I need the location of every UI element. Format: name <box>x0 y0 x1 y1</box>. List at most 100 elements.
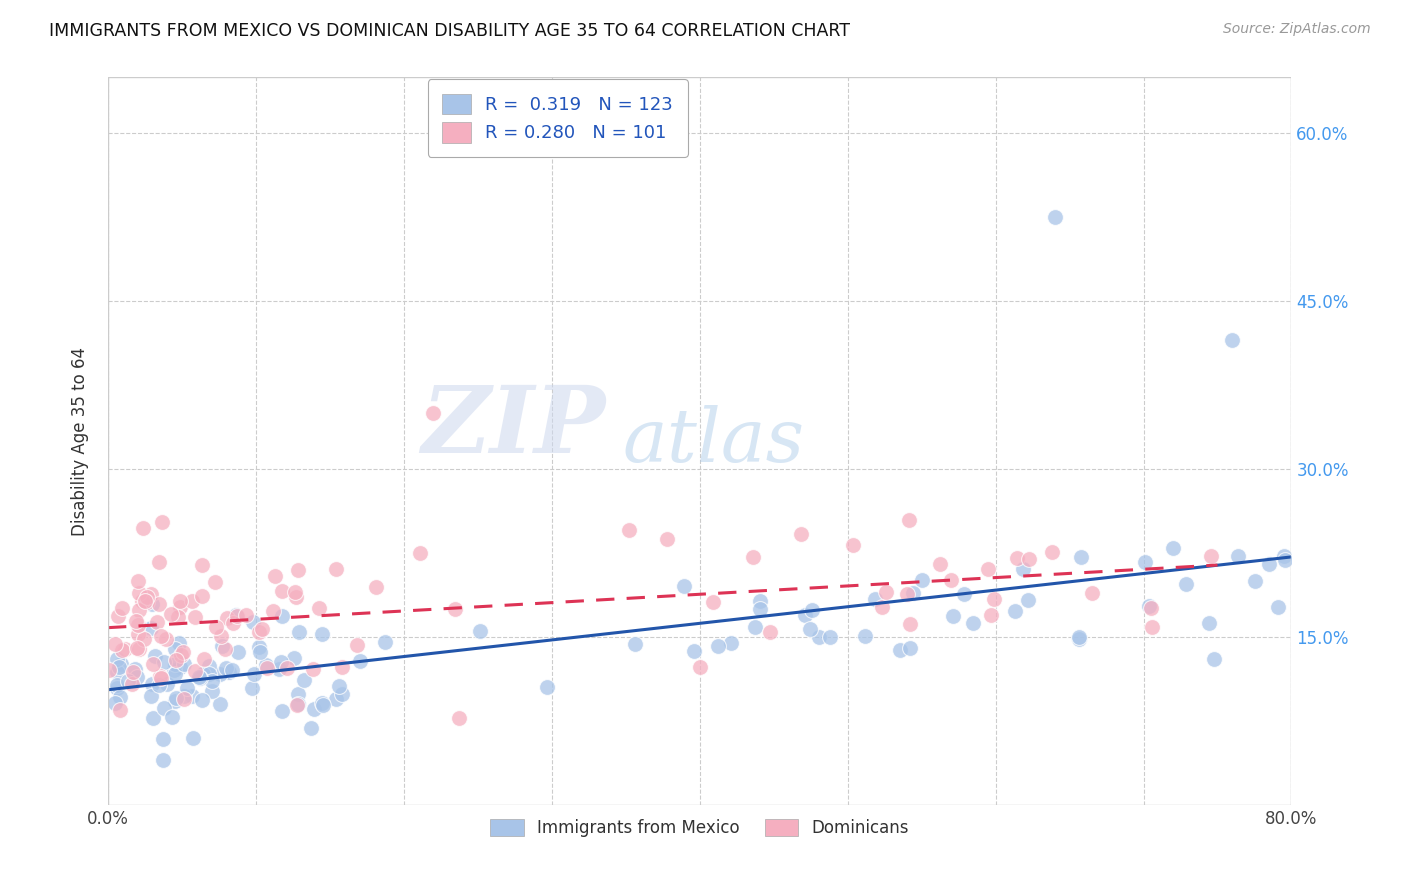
Point <box>875 585 897 599</box>
Point <box>143 648 166 663</box>
Point <box>214 661 236 675</box>
Point <box>108 690 131 705</box>
Point <box>311 696 333 710</box>
Point <box>1137 599 1160 613</box>
Point <box>929 558 952 572</box>
Point <box>807 630 830 644</box>
Point <box>1161 541 1184 555</box>
Point <box>444 601 467 615</box>
Point <box>142 657 165 671</box>
Point <box>150 515 173 529</box>
Point <box>794 607 817 622</box>
Point <box>1140 601 1163 615</box>
Point <box>349 654 371 668</box>
Point <box>131 594 153 608</box>
Point <box>800 603 823 617</box>
Point <box>127 626 149 640</box>
Point <box>842 538 865 552</box>
Point <box>870 600 893 615</box>
Point <box>262 604 284 618</box>
Point <box>285 698 308 712</box>
Point <box>190 693 212 707</box>
Point <box>799 622 821 636</box>
Point <box>889 643 911 657</box>
Point <box>141 690 163 704</box>
Point <box>128 586 150 600</box>
Point <box>911 573 934 587</box>
Point <box>449 711 471 725</box>
Point <box>146 615 169 629</box>
Point <box>141 676 163 690</box>
Point <box>148 555 170 569</box>
Point <box>152 731 174 746</box>
Point <box>702 595 724 609</box>
Point <box>163 694 186 708</box>
Point <box>121 676 143 690</box>
Point <box>225 607 247 622</box>
Point <box>141 621 163 635</box>
Point <box>1018 552 1040 566</box>
Point <box>165 641 187 656</box>
Point <box>104 637 127 651</box>
Point <box>125 614 148 628</box>
Point <box>190 589 212 603</box>
Point <box>105 681 128 695</box>
Point <box>1274 553 1296 567</box>
Point <box>170 648 193 663</box>
Point <box>134 594 156 608</box>
Point <box>105 652 128 666</box>
Point <box>312 698 335 712</box>
Point <box>159 607 181 621</box>
Point <box>898 640 921 655</box>
Point <box>205 620 228 634</box>
Text: atlas: atlas <box>623 405 804 477</box>
Point <box>125 670 148 684</box>
Point <box>167 609 190 624</box>
Point <box>167 636 190 650</box>
Point <box>201 674 224 689</box>
Point <box>226 645 249 659</box>
Point <box>720 635 742 649</box>
Point <box>328 679 350 693</box>
Point <box>132 521 155 535</box>
Point <box>330 687 353 701</box>
Point <box>247 625 270 640</box>
Point <box>172 645 194 659</box>
Point <box>1004 604 1026 618</box>
Point <box>939 573 962 587</box>
Point <box>284 590 307 604</box>
Point <box>311 627 333 641</box>
Point <box>1067 632 1090 646</box>
Point <box>111 643 134 657</box>
Point <box>110 657 132 671</box>
Point <box>153 655 176 669</box>
Point <box>184 665 207 679</box>
Point <box>105 678 128 692</box>
Text: Source: ZipAtlas.com: Source: ZipAtlas.com <box>1223 22 1371 37</box>
Text: IMMIGRANTS FROM MEXICO VS DOMINICAN DISABILITY AGE 35 TO 64 CORRELATION CHART: IMMIGRANTS FROM MEXICO VS DOMINICAN DISA… <box>49 22 851 40</box>
Point <box>108 703 131 717</box>
Point <box>125 640 148 655</box>
Point <box>269 662 291 676</box>
Point <box>287 688 309 702</box>
Y-axis label: Disability Age 35 to 64: Disability Age 35 to 64 <box>72 347 89 536</box>
Point <box>308 601 330 615</box>
Point <box>128 641 150 656</box>
Point <box>617 524 640 538</box>
Point <box>364 580 387 594</box>
Point <box>256 661 278 675</box>
Point <box>165 653 187 667</box>
Point <box>1199 549 1222 563</box>
Point <box>149 669 172 683</box>
Point <box>114 641 136 656</box>
Point <box>536 680 558 694</box>
Point <box>1070 549 1092 564</box>
Point <box>135 590 157 604</box>
Point <box>169 660 191 674</box>
Point <box>301 662 323 676</box>
Point <box>108 660 131 674</box>
Point <box>121 665 143 679</box>
Text: ZIP: ZIP <box>420 382 605 472</box>
Point <box>201 683 224 698</box>
Point <box>983 592 1005 607</box>
